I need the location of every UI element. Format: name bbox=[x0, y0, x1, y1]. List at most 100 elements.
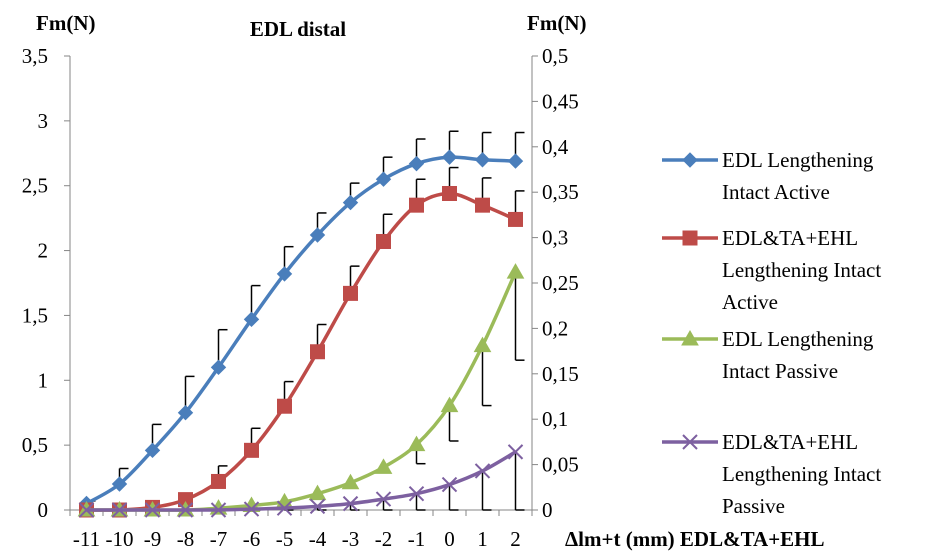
left-tick-label: 0,5 bbox=[22, 433, 48, 457]
right-tick-label: 0,2 bbox=[542, 316, 568, 340]
data-point bbox=[144, 442, 161, 459]
data-point bbox=[408, 155, 425, 172]
data-point bbox=[342, 495, 359, 512]
data-point bbox=[177, 502, 194, 518]
legend-swatch-marker bbox=[681, 329, 699, 346]
data-point bbox=[475, 197, 490, 213]
marker-stroke bbox=[682, 434, 698, 450]
marker-stroke bbox=[177, 502, 194, 518]
marker-stroke bbox=[243, 501, 260, 517]
data-point bbox=[442, 185, 457, 201]
data-point bbox=[309, 498, 326, 515]
data-point bbox=[408, 485, 425, 502]
data-point bbox=[507, 444, 524, 460]
right-tick-label: 0,45 bbox=[542, 89, 579, 113]
x-tick-label: -11 bbox=[73, 527, 100, 551]
data-point bbox=[474, 463, 491, 479]
x-tick-label: -8 bbox=[177, 527, 195, 551]
x-tick-label: -2 bbox=[375, 527, 393, 551]
legend-label: Active bbox=[722, 290, 778, 314]
data-point bbox=[210, 359, 227, 376]
marker-stroke bbox=[507, 444, 524, 460]
right-tick-label: 0,35 bbox=[542, 180, 579, 204]
right-axis-label: Fm(N) bbox=[527, 11, 586, 35]
legend-label: Intact Active bbox=[722, 180, 830, 204]
marker-stroke bbox=[144, 502, 161, 518]
data-point bbox=[276, 266, 293, 282]
data-point bbox=[210, 502, 227, 518]
data-point bbox=[409, 197, 424, 213]
legend-item-1: EDL Lengthening Intact Active bbox=[662, 148, 874, 204]
data-point bbox=[342, 194, 359, 211]
x-tick-label: -5 bbox=[276, 527, 294, 551]
data-point bbox=[441, 476, 458, 493]
x-tick-label: -6 bbox=[243, 527, 261, 551]
data-point bbox=[111, 476, 128, 492]
right-tick-label: 0,5 bbox=[542, 44, 568, 68]
data-point bbox=[308, 484, 327, 501]
data-point bbox=[376, 233, 391, 249]
marker-stroke bbox=[342, 495, 359, 512]
x-tick-label: -9 bbox=[144, 527, 162, 551]
x-tick-label: 2 bbox=[510, 527, 521, 551]
x-tick-label: -3 bbox=[342, 527, 360, 551]
data-point bbox=[374, 458, 393, 474]
x-tick-label: -1 bbox=[408, 527, 426, 551]
data-point bbox=[441, 149, 458, 165]
legend-item-2: EDL&TA+EHL Lengthening Intact Active bbox=[662, 226, 881, 314]
legend-label: EDL&TA+EHL bbox=[722, 430, 858, 454]
data-point bbox=[211, 473, 226, 489]
left-tick-label: 2 bbox=[38, 239, 49, 263]
marker-stroke bbox=[78, 502, 95, 518]
data-point bbox=[144, 502, 161, 518]
series-layer bbox=[77, 149, 525, 518]
x-axis-label: Δlm+t (mm) EDL&TA+EHL bbox=[565, 527, 825, 551]
chart-title: EDL distal bbox=[250, 17, 346, 41]
marker-stroke bbox=[111, 502, 128, 518]
series-line-4 bbox=[86, 450, 517, 512]
data-point bbox=[375, 491, 392, 507]
legend-swatch-marker bbox=[682, 230, 698, 246]
left-tick-label: 1,5 bbox=[22, 303, 48, 327]
data-point bbox=[474, 152, 491, 168]
left-tick-label: 2,5 bbox=[22, 174, 48, 198]
marker-stroke bbox=[408, 485, 425, 502]
left-tick-label: 1 bbox=[38, 368, 49, 392]
data-point bbox=[276, 500, 293, 516]
right-tick-label: 0,4 bbox=[542, 135, 569, 159]
data-point bbox=[440, 396, 459, 413]
legend-label: Lengthening Intact bbox=[722, 462, 881, 486]
data-point bbox=[375, 171, 392, 187]
x-tick-label: -10 bbox=[106, 527, 134, 551]
marker-stroke bbox=[474, 463, 491, 479]
x-tick-label: -7 bbox=[210, 527, 228, 551]
data-point bbox=[506, 263, 525, 279]
data-point bbox=[243, 501, 260, 517]
x-tick-label: -4 bbox=[309, 527, 327, 551]
legend-label: EDL&TA+EHL bbox=[722, 226, 858, 250]
legend-label: Intact Passive bbox=[722, 359, 838, 383]
legend-label: Lengthening Intact bbox=[722, 258, 881, 282]
data-point bbox=[310, 344, 325, 360]
legend-label: EDL Lengthening bbox=[722, 148, 874, 172]
data-point bbox=[507, 153, 524, 169]
x-tick-label: 1 bbox=[477, 527, 488, 551]
data-point bbox=[407, 435, 426, 452]
left-tick-label: 0 bbox=[38, 498, 49, 522]
legend: EDL Lengthening Intact Active EDL&TA+EHL Le… bbox=[662, 148, 881, 518]
data-point bbox=[243, 311, 260, 328]
right-tick-label: 0,25 bbox=[542, 271, 579, 295]
data-point bbox=[277, 398, 292, 414]
data-point bbox=[244, 442, 259, 458]
left-tick-label: 3,5 bbox=[22, 44, 48, 68]
marker-stroke bbox=[276, 500, 293, 516]
data-point bbox=[473, 336, 492, 353]
data-point bbox=[78, 502, 95, 518]
data-point bbox=[177, 405, 194, 421]
right-tick-label: 0,15 bbox=[542, 362, 579, 386]
legend-swatch-marker bbox=[682, 152, 698, 168]
right-tick-label: 0,1 bbox=[542, 407, 568, 431]
legend-item-3: EDL Lengthening Intact Passive bbox=[662, 327, 874, 383]
left-tick-label: 3 bbox=[38, 109, 49, 133]
